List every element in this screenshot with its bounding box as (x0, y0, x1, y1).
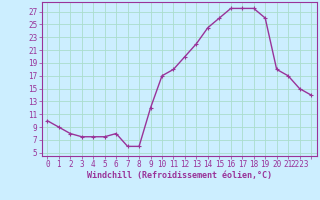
X-axis label: Windchill (Refroidissement éolien,°C): Windchill (Refroidissement éolien,°C) (87, 171, 272, 180)
